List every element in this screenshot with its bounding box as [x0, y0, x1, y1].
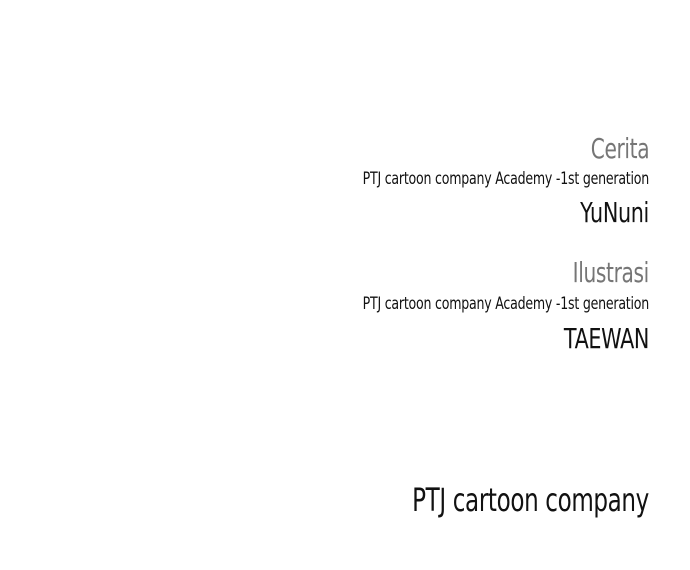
illustration-role-heading: Ilustrasi: [572, 256, 650, 289]
story-affiliation: PTJ cartoon company Academy -1st generat…: [362, 169, 650, 189]
publisher-name: PTJ cartoon company: [412, 481, 649, 519]
story-author-name: YuNuni: [580, 196, 649, 229]
story-role-heading: Cerita: [590, 132, 650, 165]
illustration-affiliation: PTJ cartoon company Academy -1st generat…: [362, 294, 650, 314]
illustrator-name: TAEWAN: [563, 322, 649, 355]
